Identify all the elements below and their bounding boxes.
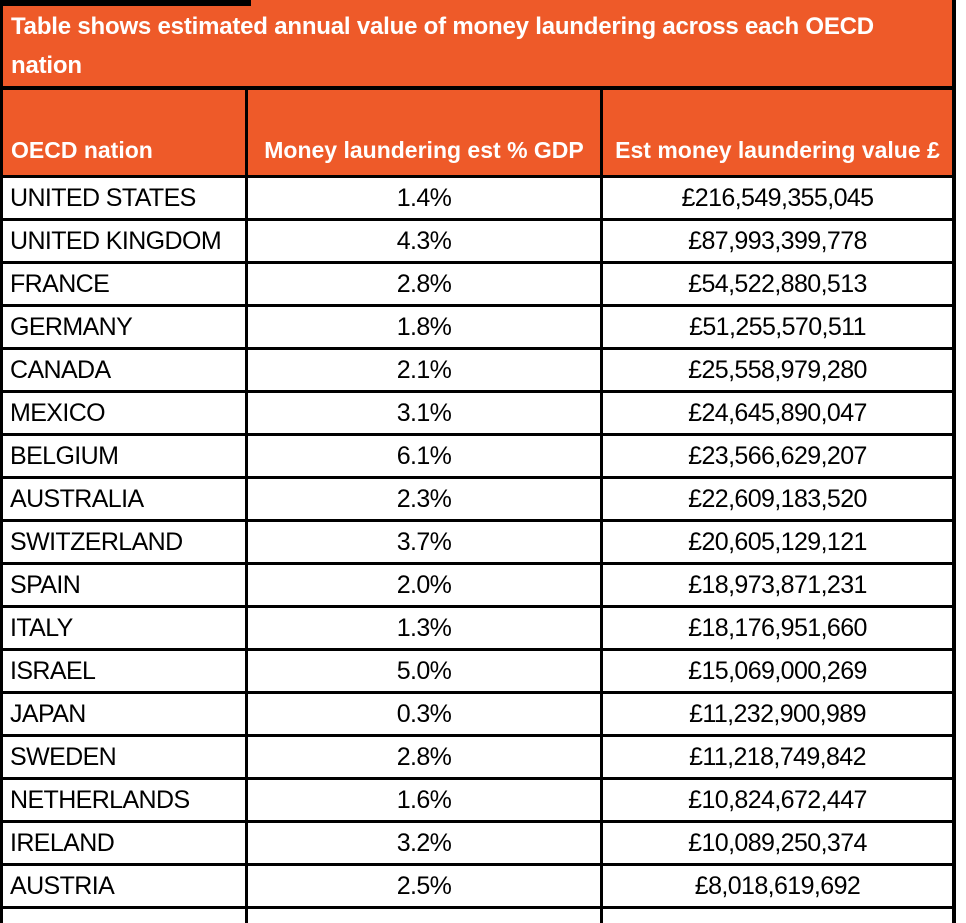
cell-pct-gdp: 1.4% [248,178,603,218]
cell-nation: CANADA [3,350,248,390]
table-row: SWEDEN 2.8% £11,218,749,842 [3,737,952,780]
cell-pct-gdp: 2.1% [248,350,603,390]
cell-value: £18,973,871,231 [688,570,867,599]
top-border-fragment [0,0,251,6]
column-header-oecd-nation: OECD nation [3,90,248,175]
cell-nation: BELGIUM [3,436,248,476]
cell-value: £18,176,951,660 [688,613,867,642]
cell-value: £24,645,890,047 [688,398,867,427]
cell-value: £87,993,399,778 [688,226,867,255]
table-body: UNITED STATES 1.4% £216,549,355,045 UNIT… [3,178,952,909]
table-row: AUSTRIA 2.5% £8,018,619,692 [3,866,952,909]
table-row: FRANCE 2.8% £54,522,880,513 [3,264,952,307]
cell-value: £54,522,880,513 [688,269,867,298]
cell-pct-gdp: 6.1% [248,436,603,476]
column-header-laundering-value: Est money laundering value £ [615,137,940,163]
cell-nation: ISRAEL [3,651,248,691]
cell-pct-gdp: 1.3% [248,608,603,648]
cell-value: £11,218,749,842 [689,742,866,771]
cell-value: £10,089,250,374 [688,828,867,857]
cell-nation: UNITED STATES [3,178,248,218]
cell-pct-gdp: 3.7% [248,522,603,562]
cell-nation: MEXICO [3,393,248,433]
cell-nation: FRANCE [3,264,248,304]
cell-value: £51,255,570,511 [689,312,866,341]
cell-value: £25,558,979,280 [688,355,867,384]
table-title: Table shows estimated annual value of mo… [3,0,952,90]
cell-nation: AUSTRALIA [3,479,248,519]
cell-pct-gdp: 2.3% [248,479,603,519]
table-row: UNITED KINGDOM 4.3% £87,993,399,778 [3,221,952,264]
cell-value: £20,605,129,121 [688,527,867,556]
cell-pct-gdp: 1.8% [248,307,603,347]
column-header-pct-gdp: Money laundering est % GDP [248,90,603,175]
table-row-partial [3,909,952,923]
cell-pct-gdp: 0.3% [248,694,603,734]
cell-pct-gdp: 5.0% [248,651,603,691]
table-row: SWITZERLAND 3.7% £20,605,129,121 [3,522,952,565]
table-row: BELGIUM 6.1% £23,566,629,207 [3,436,952,479]
cell-value: £15,069,000,269 [688,656,867,685]
cell-nation: SWITZERLAND [3,522,248,562]
table-row: NETHERLANDS 1.6% £10,824,672,447 [3,780,952,823]
cell-pct-gdp-clipped [248,909,603,923]
cell-nation: GERMANY [3,307,248,347]
cell-value: £8,018,619,692 [694,871,861,900]
cell-value: £216,549,355,045 [681,183,875,212]
cell-pct-gdp: 3.2% [248,823,603,863]
cell-pct-gdp: 2.8% [248,264,603,304]
table-header-row: OECD nation Money laundering est % GDP E… [3,90,952,178]
table-row: AUSTRALIA 2.3% £22,609,183,520 [3,479,952,522]
table-row: MEXICO 3.1% £24,645,890,047 [3,393,952,436]
cell-value: £11,232,900,989 [689,699,866,728]
cell-value-clipped [603,909,952,923]
table-row: GERMANY 1.8% £51,255,570,511 [3,307,952,350]
table-row: SPAIN 2.0% £18,973,871,231 [3,565,952,608]
cell-value: £22,609,183,520 [688,484,867,513]
table-row: IRELAND 3.2% £10,089,250,374 [3,823,952,866]
cell-nation: IRELAND [3,823,248,863]
cell-pct-gdp: 1.6% [248,780,603,820]
cell-pct-gdp: 3.1% [248,393,603,433]
table-row: CANADA 2.1% £25,558,979,280 [3,350,952,393]
cell-nation: SPAIN [3,565,248,605]
cell-nation-clipped [3,909,248,923]
table-row: JAPAN 0.3% £11,232,900,989 [3,694,952,737]
table-row: UNITED STATES 1.4% £216,549,355,045 [3,178,952,221]
cell-value: £23,566,629,207 [688,441,867,470]
cell-nation: JAPAN [3,694,248,734]
cell-value: £10,824,672,447 [688,785,867,814]
cell-nation: UNITED KINGDOM [3,221,248,261]
cell-nation: AUSTRIA [3,866,248,906]
cell-nation: ITALY [3,608,248,648]
cell-pct-gdp: 4.3% [248,221,603,261]
cell-pct-gdp: 2.5% [248,866,603,906]
table-row: ITALY 1.3% £18,176,951,660 [3,608,952,651]
cell-nation: NETHERLANDS [3,780,248,820]
cell-nation: SWEDEN [3,737,248,777]
table-row: ISRAEL 5.0% £15,069,000,269 [3,651,952,694]
cell-pct-gdp: 2.0% [248,565,603,605]
cell-pct-gdp: 2.8% [248,737,603,777]
